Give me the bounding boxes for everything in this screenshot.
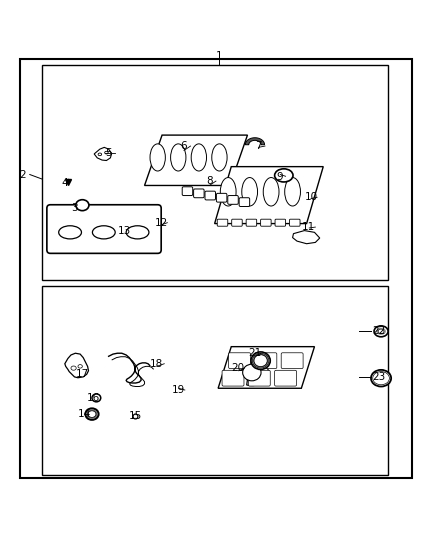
Bar <box>42 286 388 474</box>
Text: 19: 19 <box>172 385 185 395</box>
FancyBboxPatch shape <box>232 219 242 226</box>
Ellipse shape <box>251 352 270 369</box>
Text: 9: 9 <box>276 172 283 182</box>
Ellipse shape <box>191 144 207 171</box>
Ellipse shape <box>220 177 236 206</box>
Ellipse shape <box>376 328 386 335</box>
FancyBboxPatch shape <box>222 370 244 386</box>
Ellipse shape <box>98 153 102 156</box>
Text: 18: 18 <box>150 359 163 369</box>
Ellipse shape <box>59 226 81 239</box>
FancyBboxPatch shape <box>281 353 303 368</box>
Text: 22: 22 <box>372 326 385 336</box>
FancyBboxPatch shape <box>290 219 300 226</box>
FancyBboxPatch shape <box>182 187 193 196</box>
Polygon shape <box>94 147 112 160</box>
Ellipse shape <box>150 144 166 171</box>
Polygon shape <box>215 167 323 223</box>
Text: 5: 5 <box>105 148 112 158</box>
Text: 17: 17 <box>76 369 89 379</box>
Polygon shape <box>218 346 314 388</box>
Text: 1: 1 <box>215 51 223 61</box>
FancyBboxPatch shape <box>194 189 204 198</box>
Polygon shape <box>245 138 265 145</box>
Text: 16: 16 <box>87 393 100 403</box>
Text: 2: 2 <box>19 169 26 180</box>
Ellipse shape <box>76 200 89 211</box>
Ellipse shape <box>85 408 99 420</box>
Ellipse shape <box>374 326 388 337</box>
FancyBboxPatch shape <box>47 205 161 253</box>
Text: 14: 14 <box>78 409 91 419</box>
Ellipse shape <box>378 329 384 334</box>
Ellipse shape <box>263 177 279 206</box>
Text: 4: 4 <box>61 178 68 188</box>
Bar <box>42 65 388 280</box>
Ellipse shape <box>252 353 269 368</box>
Ellipse shape <box>242 177 258 206</box>
Ellipse shape <box>88 411 96 417</box>
Ellipse shape <box>92 226 115 239</box>
FancyBboxPatch shape <box>205 191 215 200</box>
Text: 20: 20 <box>231 363 244 373</box>
Text: 15: 15 <box>129 411 142 421</box>
Polygon shape <box>247 359 268 385</box>
FancyBboxPatch shape <box>255 353 277 368</box>
Ellipse shape <box>92 394 101 402</box>
Text: 13: 13 <box>118 225 131 236</box>
Text: 7: 7 <box>255 141 262 151</box>
Ellipse shape <box>373 372 389 385</box>
Ellipse shape <box>86 409 98 419</box>
Text: 10: 10 <box>304 192 318 203</box>
Polygon shape <box>293 231 320 244</box>
Text: 11: 11 <box>302 222 315 232</box>
Polygon shape <box>65 353 88 378</box>
Ellipse shape <box>212 144 227 171</box>
FancyBboxPatch shape <box>261 219 271 226</box>
Text: 8: 8 <box>206 176 213 186</box>
FancyBboxPatch shape <box>246 219 257 226</box>
Ellipse shape <box>126 226 149 239</box>
Ellipse shape <box>171 144 186 171</box>
FancyBboxPatch shape <box>275 370 297 386</box>
Ellipse shape <box>71 366 76 370</box>
Ellipse shape <box>78 365 82 368</box>
Ellipse shape <box>254 355 267 367</box>
Ellipse shape <box>371 370 391 386</box>
FancyBboxPatch shape <box>217 219 228 226</box>
Text: 21: 21 <box>248 348 261 358</box>
FancyBboxPatch shape <box>275 219 286 226</box>
Text: 6: 6 <box>180 141 187 151</box>
Ellipse shape <box>285 177 300 206</box>
Bar <box>20 59 412 478</box>
FancyBboxPatch shape <box>216 193 227 202</box>
FancyBboxPatch shape <box>239 198 250 206</box>
Text: 3: 3 <box>71 203 78 213</box>
Text: 12: 12 <box>155 217 168 228</box>
FancyBboxPatch shape <box>229 353 251 368</box>
Ellipse shape <box>105 151 108 154</box>
FancyBboxPatch shape <box>228 196 238 204</box>
FancyBboxPatch shape <box>248 370 270 386</box>
Ellipse shape <box>254 355 267 367</box>
Polygon shape <box>145 135 247 185</box>
Ellipse shape <box>243 364 261 381</box>
Ellipse shape <box>275 169 293 182</box>
Text: 23: 23 <box>372 372 385 382</box>
